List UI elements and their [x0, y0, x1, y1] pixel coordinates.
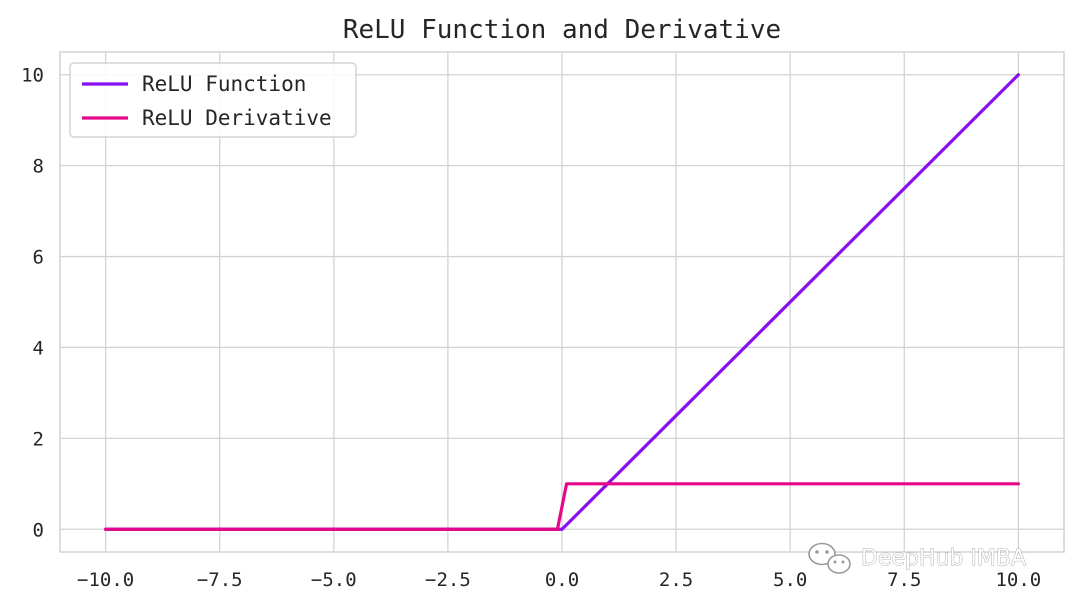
- x-tick-label: 2.5: [659, 569, 693, 591]
- wechat-icon: [808, 542, 851, 574]
- series-layer: [104, 73, 1020, 531]
- x-tick-label: −10.0: [77, 569, 134, 591]
- x-tick-label: 5.0: [773, 569, 807, 591]
- watermark-text: DeepHub IMBA: [861, 546, 1026, 571]
- series-line-2: [104, 482, 1020, 531]
- x-tick-label: −2.5: [425, 569, 471, 591]
- legend-label-2: ReLU Derivative: [142, 106, 332, 130]
- y-tick-label: 2: [33, 428, 44, 450]
- legend: ReLU Function ReLU Derivative: [69, 62, 357, 138]
- y-tick-label: 4: [33, 337, 44, 359]
- watermark: DeepHub IMBA: [808, 542, 1026, 574]
- y-tick-label: 8: [33, 156, 44, 178]
- x-tick-labels: −10.0 −7.5 −5.0 −2.5 0.0 2.5 5.0 7.5 10.0: [77, 569, 1041, 591]
- y-tick-labels: 0 2 4 6 8 10: [21, 65, 44, 542]
- y-tick-label: 6: [33, 247, 44, 269]
- x-tick-label: 7.5: [887, 569, 921, 591]
- x-tick-label: −7.5: [197, 569, 243, 591]
- chart-title: ReLU Function and Derivative: [343, 15, 781, 45]
- x-tick-label: −5.0: [311, 569, 357, 591]
- legend-label-1: ReLU Function: [142, 72, 306, 96]
- x-tick-label: 10.0: [995, 569, 1041, 591]
- x-tick-label: 0.0: [545, 569, 579, 591]
- legend-box: [69, 62, 357, 138]
- y-tick-label: 0: [33, 519, 44, 541]
- y-tick-label: 10: [21, 65, 44, 87]
